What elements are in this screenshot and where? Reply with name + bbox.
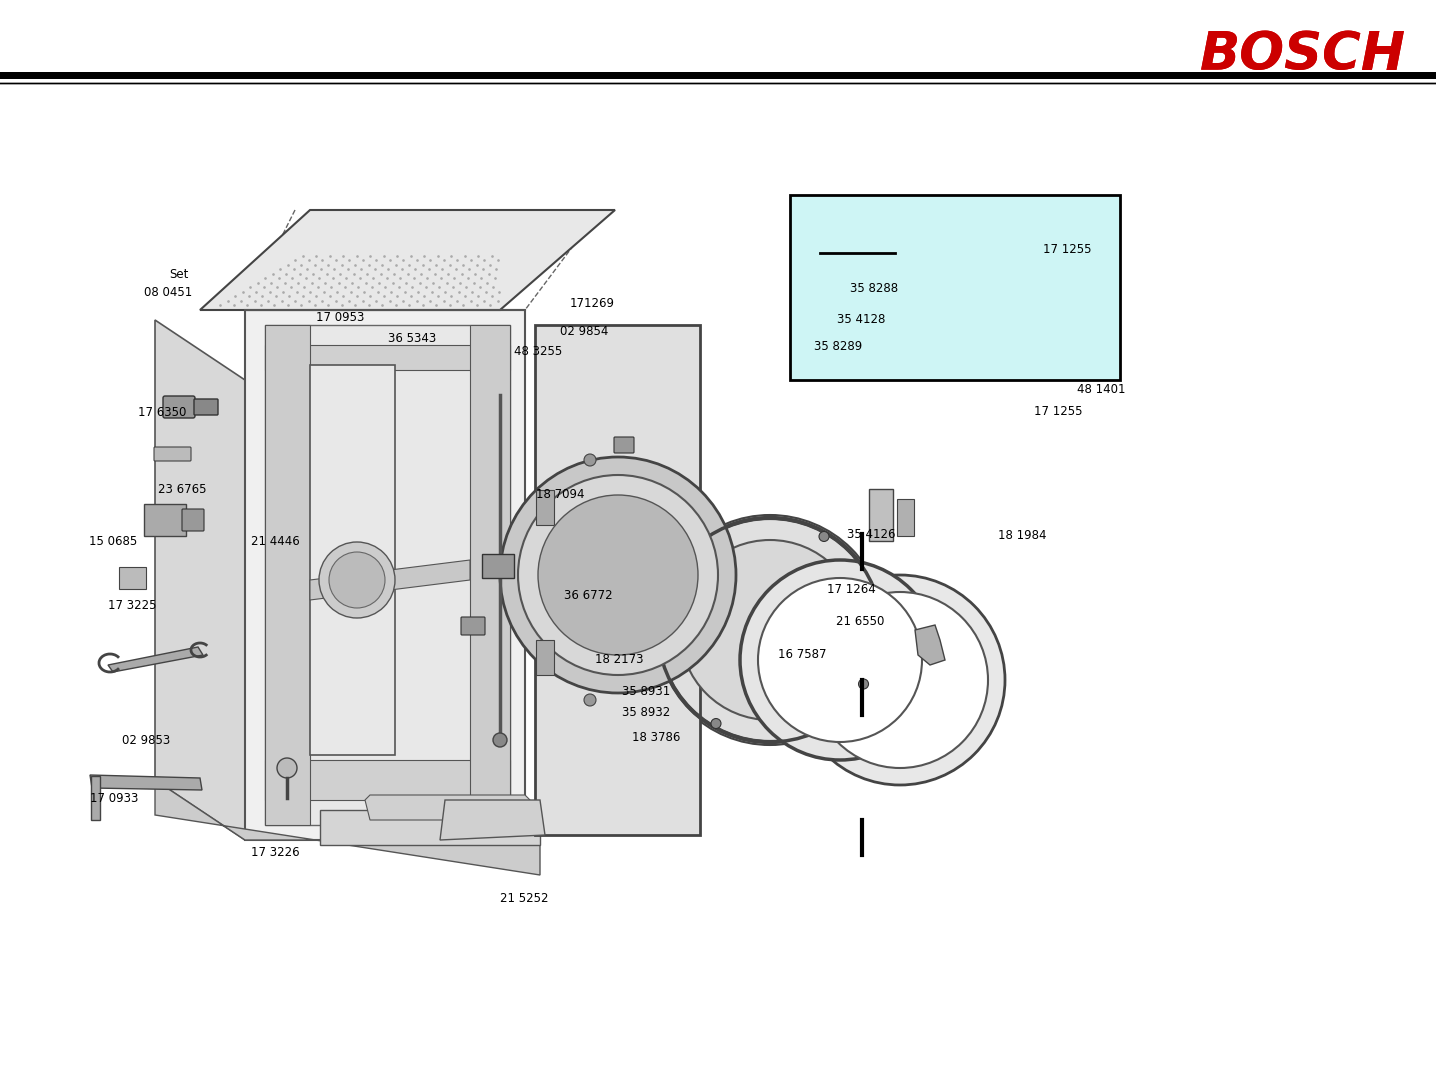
Text: 17 1264: 17 1264: [827, 583, 876, 596]
Text: 35 4126: 35 4126: [847, 528, 896, 541]
Text: 17 0953: 17 0953: [316, 311, 365, 324]
Text: 35 4128: 35 4128: [837, 313, 886, 326]
Circle shape: [672, 571, 682, 581]
Polygon shape: [266, 325, 310, 825]
FancyBboxPatch shape: [182, 509, 204, 530]
Circle shape: [277, 758, 297, 778]
FancyBboxPatch shape: [898, 499, 913, 536]
Text: 18 3786: 18 3786: [632, 731, 681, 744]
Polygon shape: [365, 795, 530, 820]
Circle shape: [740, 560, 941, 760]
Text: Set: Set: [169, 268, 188, 281]
Circle shape: [796, 575, 1005, 785]
Text: 48 1401: 48 1401: [1077, 383, 1126, 396]
Circle shape: [584, 694, 596, 706]
Polygon shape: [200, 210, 615, 310]
Circle shape: [758, 578, 922, 742]
FancyBboxPatch shape: [461, 617, 485, 635]
Bar: [536, 640, 554, 675]
Circle shape: [711, 719, 721, 728]
Polygon shape: [310, 560, 470, 600]
Ellipse shape: [655, 515, 885, 745]
FancyBboxPatch shape: [154, 447, 191, 461]
Text: BOSCH: BOSCH: [1200, 29, 1406, 81]
Polygon shape: [90, 775, 202, 790]
Text: 17 3225: 17 3225: [108, 599, 157, 612]
FancyBboxPatch shape: [119, 567, 146, 589]
Text: 23 6765: 23 6765: [158, 483, 207, 496]
Text: 17 0933: 17 0933: [90, 792, 139, 805]
Text: 16 7587: 16 7587: [778, 648, 827, 661]
Text: 18 7094: 18 7094: [536, 489, 584, 501]
Circle shape: [538, 495, 698, 655]
Text: 35 8931: 35 8931: [622, 685, 671, 698]
Text: 18 2173: 18 2173: [595, 653, 643, 666]
Text: 35 8288: 35 8288: [850, 282, 899, 295]
Polygon shape: [266, 760, 510, 799]
FancyBboxPatch shape: [194, 399, 218, 415]
Circle shape: [329, 552, 385, 608]
Circle shape: [859, 679, 869, 689]
Text: 17 1255: 17 1255: [1034, 405, 1083, 417]
Polygon shape: [155, 780, 540, 875]
Polygon shape: [310, 365, 395, 755]
Polygon shape: [915, 625, 945, 665]
Bar: [790, 195, 1120, 380]
Circle shape: [584, 454, 596, 466]
Text: 21 4446: 21 4446: [251, 535, 300, 548]
Text: 18 1984: 18 1984: [998, 529, 1047, 542]
Text: 02 9854: 02 9854: [560, 325, 609, 338]
Text: 17 1255: 17 1255: [1043, 243, 1091, 256]
Circle shape: [681, 540, 860, 720]
Text: 171269: 171269: [570, 297, 615, 310]
Text: 48 3255: 48 3255: [514, 345, 563, 358]
Text: 17 6350: 17 6350: [138, 406, 187, 419]
Text: 21 6550: 21 6550: [836, 615, 885, 628]
Text: 35 8932: 35 8932: [622, 706, 671, 719]
Polygon shape: [439, 799, 546, 840]
Text: 21 5252: 21 5252: [500, 892, 549, 905]
Bar: [536, 490, 554, 525]
Circle shape: [493, 733, 507, 747]
Polygon shape: [108, 647, 202, 672]
Circle shape: [500, 457, 737, 693]
Circle shape: [518, 475, 718, 675]
FancyBboxPatch shape: [482, 554, 514, 578]
FancyBboxPatch shape: [144, 504, 187, 536]
Circle shape: [319, 542, 395, 618]
Text: 17 3226: 17 3226: [251, 846, 300, 859]
Text: 02 9853: 02 9853: [122, 734, 171, 747]
Circle shape: [811, 592, 988, 768]
Polygon shape: [470, 325, 510, 825]
Polygon shape: [320, 810, 540, 845]
Polygon shape: [266, 325, 510, 825]
FancyBboxPatch shape: [869, 489, 893, 541]
Polygon shape: [536, 325, 699, 835]
Polygon shape: [155, 320, 246, 840]
Text: BOSCH: BOSCH: [1200, 29, 1406, 81]
Text: 36 6772: 36 6772: [564, 589, 613, 601]
Text: 35 8289: 35 8289: [814, 340, 863, 353]
Polygon shape: [266, 345, 510, 370]
Polygon shape: [246, 310, 526, 840]
FancyBboxPatch shape: [164, 396, 195, 417]
Text: 15 0685: 15 0685: [89, 535, 138, 548]
Text: 08 0451: 08 0451: [144, 286, 192, 299]
Polygon shape: [90, 776, 101, 820]
Text: 36 5343: 36 5343: [388, 332, 437, 345]
Circle shape: [819, 532, 829, 541]
FancyBboxPatch shape: [615, 437, 635, 453]
